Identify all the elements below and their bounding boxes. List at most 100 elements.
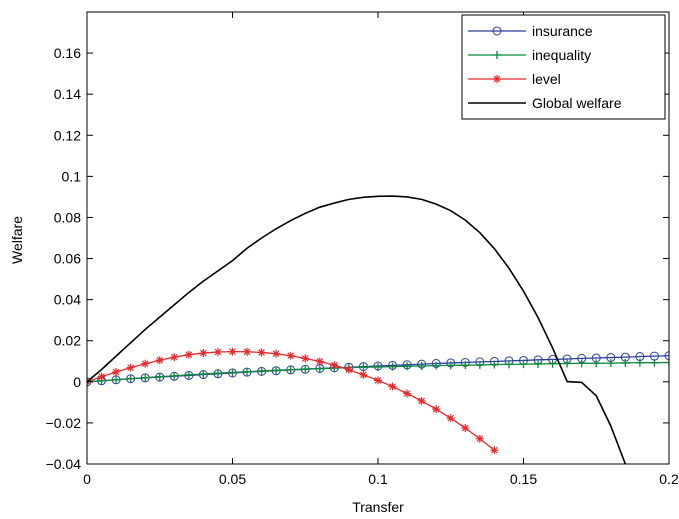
inequality-point xyxy=(490,360,499,369)
inequality-point xyxy=(315,364,324,373)
x-tick-label: 0.05 xyxy=(219,471,246,487)
level-point xyxy=(432,405,441,414)
level-point xyxy=(257,348,266,357)
series-global-welfare xyxy=(87,195,627,464)
inequality-point xyxy=(199,370,208,379)
level-point xyxy=(344,365,353,374)
legend-marker-inequality xyxy=(493,51,501,59)
y-tick-label: 0.1 xyxy=(62,168,82,184)
legend-entry-level: level xyxy=(468,71,561,87)
legend-label-insurance: insurance xyxy=(532,23,593,39)
tick-layer: 0 0.05 0.1 0.15 0.2 −0.04 −0.02 0 0.02 0.04 0.06 0.… xyxy=(46,12,679,487)
level-point xyxy=(97,372,106,381)
level-point xyxy=(461,424,470,433)
y-tick-label: 0.08 xyxy=(54,209,81,225)
y-tick-label: 0.02 xyxy=(54,333,81,349)
x-tick-label: 0.15 xyxy=(510,471,537,487)
y-tick-label: 0.06 xyxy=(54,251,81,267)
x-axis-label: Transfer xyxy=(352,499,404,515)
level-point xyxy=(446,414,455,423)
inequality-point xyxy=(563,359,572,368)
level-point xyxy=(213,348,222,357)
level-point xyxy=(243,347,252,356)
level-point xyxy=(141,359,150,368)
legend: insurance inequality level Global welfare xyxy=(461,14,666,120)
legend-label-level: level xyxy=(532,71,561,87)
inequality-point xyxy=(432,361,441,370)
inequality-point xyxy=(534,359,543,368)
inequality-point xyxy=(665,358,669,367)
inequality-point xyxy=(388,362,397,371)
inequality-point xyxy=(112,375,121,384)
inequality-point xyxy=(519,360,528,369)
level-point xyxy=(301,354,310,363)
inequality-point xyxy=(592,359,601,368)
global-welfare-line xyxy=(87,195,627,464)
inequality-point xyxy=(548,359,557,368)
inequality-point xyxy=(301,365,310,374)
y-tick-label: 0.16 xyxy=(54,45,81,61)
inequality-point xyxy=(126,374,135,383)
level-point xyxy=(330,361,339,370)
level-point xyxy=(315,357,324,366)
y-tick-label: 0 xyxy=(73,374,81,390)
level-point xyxy=(112,367,121,376)
level-point xyxy=(403,389,412,398)
y-axis-label: Welfare xyxy=(9,216,25,264)
y-tick-label: 0.04 xyxy=(54,292,81,308)
level-point xyxy=(199,349,208,358)
level-point xyxy=(126,363,135,372)
inequality-point xyxy=(243,367,252,376)
y-tick-label: 0.12 xyxy=(54,127,81,143)
level-point xyxy=(170,353,179,362)
level-point xyxy=(286,351,295,360)
legend-entry-insurance: insurance xyxy=(468,23,593,39)
legend-marker-insurance xyxy=(492,26,502,36)
legend-entry-inequality: inequality xyxy=(468,47,591,63)
inequality-point xyxy=(621,358,630,367)
inequality-point xyxy=(446,361,455,370)
inequality-point xyxy=(170,371,179,380)
inequality-point xyxy=(359,363,368,372)
inequality-point xyxy=(141,373,150,382)
series-inequality xyxy=(87,358,669,386)
x-tick-label: 0.2 xyxy=(659,471,679,487)
inequality-point xyxy=(635,358,644,367)
legend-box xyxy=(461,14,666,120)
series-layer xyxy=(87,195,669,464)
inequality-point xyxy=(475,360,484,369)
inequality-point xyxy=(257,366,266,375)
inequality-point xyxy=(213,369,222,378)
inequality-point xyxy=(228,368,237,377)
level-point xyxy=(155,356,164,365)
inequality-point xyxy=(374,363,382,372)
legend-label-global-welfare: Global welfare xyxy=(532,95,622,111)
level-point xyxy=(388,382,397,391)
level-point xyxy=(184,350,193,359)
inequality-point xyxy=(417,361,426,370)
level-point xyxy=(490,446,499,455)
legend-marker-level xyxy=(493,75,501,83)
inequality-point xyxy=(504,360,513,369)
y-tick-label: −0.04 xyxy=(46,456,82,472)
legend-entries: insurance inequality level Global welfare xyxy=(468,23,622,111)
y-tick-label: 0.14 xyxy=(54,86,81,102)
inequality-point xyxy=(155,372,164,381)
inequality-point xyxy=(184,370,193,379)
inequality-point xyxy=(577,359,586,368)
inequality-point xyxy=(461,361,470,370)
level-point xyxy=(272,349,281,358)
inequality-point xyxy=(272,366,281,375)
x-tick-label: 0 xyxy=(83,471,91,487)
inequality-point xyxy=(606,359,615,368)
level-point xyxy=(228,347,237,356)
insurance-point xyxy=(664,351,669,361)
series-level xyxy=(87,347,499,455)
x-tick-label: 0.1 xyxy=(368,471,388,487)
level-point xyxy=(359,370,368,379)
inequality-point xyxy=(286,365,295,374)
inequality-point xyxy=(403,362,412,371)
legend-label-inequality: inequality xyxy=(532,47,591,63)
level-point xyxy=(374,376,382,385)
